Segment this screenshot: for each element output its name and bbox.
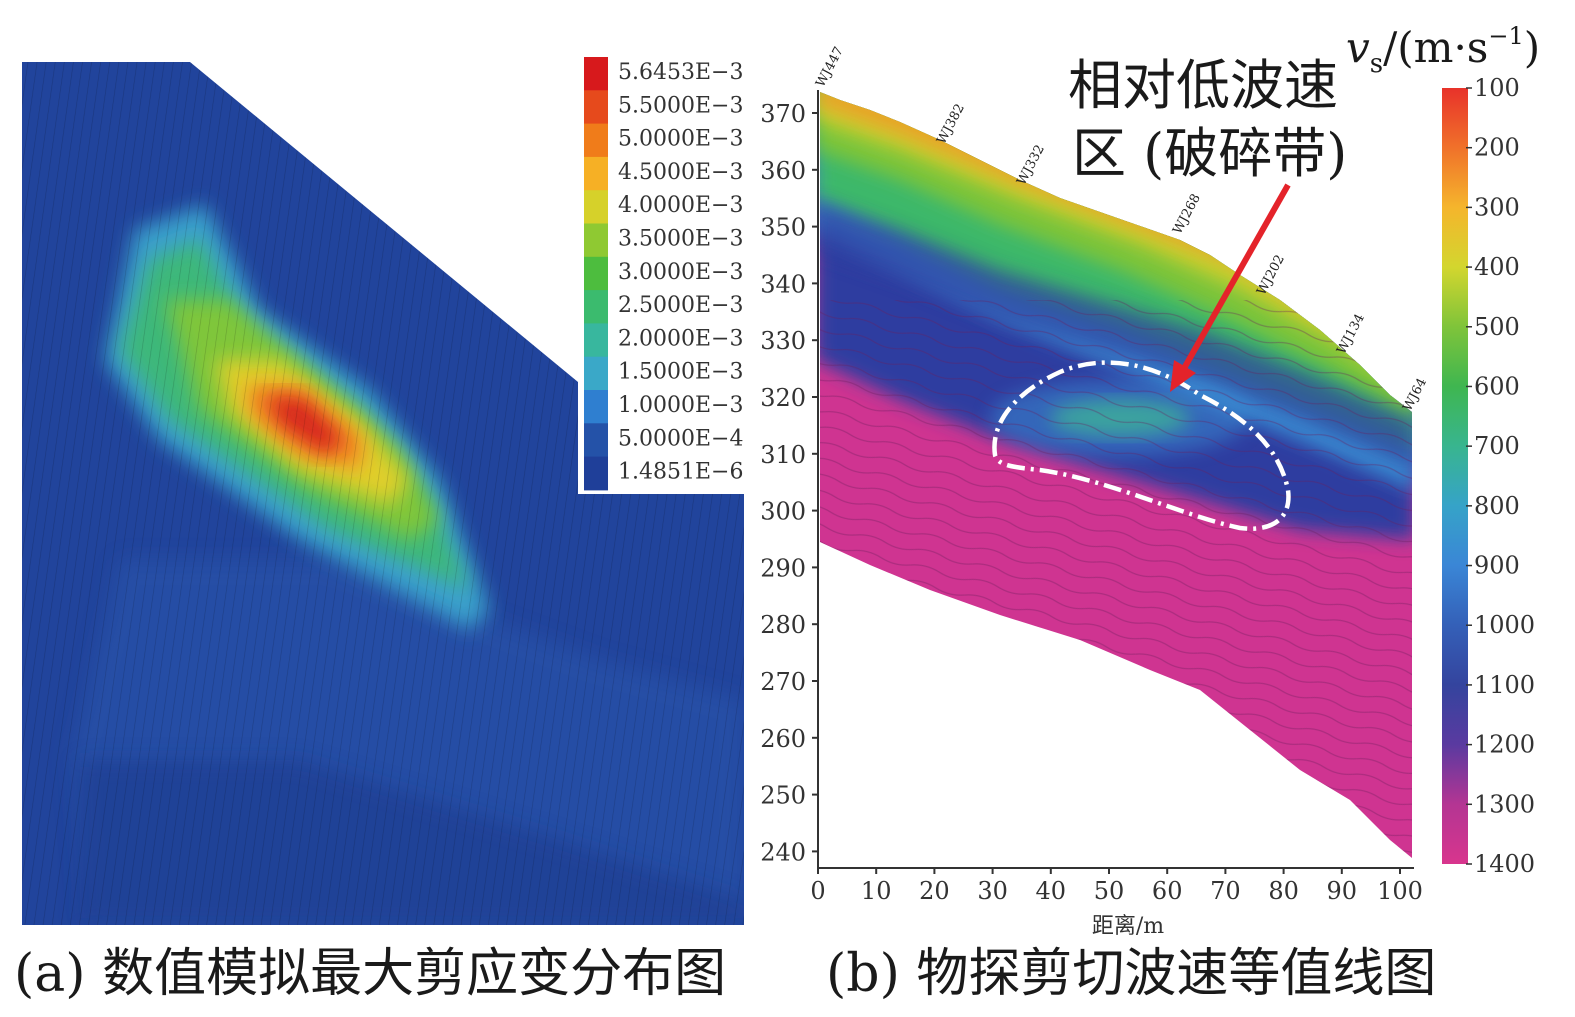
legend-swatch [584, 190, 608, 224]
legend-swatch [584, 90, 608, 125]
station-label: WJ268 [1170, 192, 1204, 237]
legend-swatch [584, 390, 608, 424]
legend-swatch [584, 256, 608, 291]
x-tick-label: 100 [1377, 877, 1423, 905]
y-tick-label: 360 [760, 157, 806, 185]
legend-swatch [584, 456, 608, 491]
y-tick-label: 250 [760, 782, 806, 810]
annotation-arrowhead [1170, 360, 1196, 392]
y-axis-ticks: 370 360 350 340 330 320 310 300 290 280 270 260 250 2… [760, 100, 818, 866]
y-tick-label: 370 [760, 100, 806, 128]
legend-label: 2.5000E−3 [618, 293, 743, 318]
colorbar-tick-label: 400 [1474, 253, 1520, 281]
legend-label: 4.5000E−3 [618, 160, 743, 185]
colorbar-tick-label: 1400 [1474, 850, 1535, 878]
legend-swatch [584, 223, 608, 258]
legend-swatch [584, 290, 608, 324]
x-tick-label: 0 [810, 877, 825, 905]
strain-legend: 5.6453E−3 5.5000E−3 5.0000E−3 4.5000E−3 4.00… [578, 44, 746, 494]
station-label: WJ382 [934, 102, 968, 147]
colorbar-tick-label: 1200 [1474, 731, 1535, 759]
y-tick-label: 270 [760, 668, 806, 696]
colorbar-tick-label: 600 [1474, 372, 1520, 400]
colorbar-tick-label: 900 [1474, 552, 1520, 580]
y-tick-label: 340 [760, 270, 806, 298]
caption-panel-b: (b) 物探剪切波速等值线图 [826, 944, 1437, 1004]
colorbar-title: vs/(m·s−1) [1346, 22, 1540, 79]
legend-label: 5.0000E−3 [618, 127, 743, 152]
x-tick-label: 80 [1268, 877, 1299, 905]
x-tick-label: 30 [977, 877, 1008, 905]
station-label: WJ447 [813, 45, 847, 90]
legend-label: 4.0000E−3 [618, 193, 743, 218]
station-label: WJ134 [1334, 312, 1368, 357]
velocity-contour-map [820, 92, 1412, 858]
annotation-line-1: 相对低波速 [1068, 54, 1338, 117]
colorbar-tick-label: 1000 [1474, 611, 1535, 639]
y-tick-label: 280 [760, 611, 806, 639]
y-tick-label: 240 [760, 838, 806, 866]
y-tick-label: 290 [760, 554, 806, 582]
y-tick-label: 330 [760, 327, 806, 355]
colorbar-tick-label: 500 [1474, 313, 1520, 341]
legend-swatch [584, 57, 608, 91]
legend-label: 1.5000E−3 [618, 360, 743, 385]
colorbar-tick-label: 700 [1474, 432, 1520, 460]
colorbar-ticks: 100 200 300 400 500 600 700 800 900 1000 1100 1200 1… [1466, 74, 1535, 878]
legend-label: 1.0000E−3 [618, 393, 743, 418]
x-tick-label: 50 [1094, 877, 1125, 905]
legend-label: 2.0000E−3 [618, 326, 743, 351]
x-tick-label: 70 [1210, 877, 1241, 905]
station-label: WJ64 [1400, 376, 1430, 414]
legend-label: 5.0000E−4 [618, 426, 743, 451]
legend-label: 5.6453E−3 [618, 60, 743, 85]
legend-swatch [584, 356, 608, 391]
x-axis-ticks: 0 10 20 30 40 50 60 70 80 90 100 [810, 868, 1423, 905]
y-tick-label: 260 [760, 725, 806, 753]
legend-label: 1.4851E−6 [618, 460, 743, 485]
x-axis-label: 距离/m [1092, 914, 1164, 939]
legend-swatch [584, 323, 608, 358]
x-tick-label: 20 [919, 877, 950, 905]
colorbar-tick-label: 200 [1474, 134, 1520, 162]
x-tick-label: 60 [1152, 877, 1183, 905]
y-tick-label: 300 [760, 498, 806, 526]
legend-label: 3.0000E−3 [618, 260, 743, 285]
legend-swatch [584, 423, 608, 458]
annotation-line-2: 区 (破碎带) [1072, 122, 1347, 185]
annotation-arrow [1179, 183, 1291, 374]
colorbar-tick-label: 800 [1474, 492, 1520, 520]
low-velocity-zone-outline [992, 360, 1291, 531]
panel-a-figure: 5.6453E−3 5.5000E−3 5.0000E−3 4.5000E−3 4.00… [22, 44, 746, 925]
velocity-colorbar [1442, 88, 1468, 864]
y-tick-label: 320 [760, 384, 806, 412]
colorbar-tick-label: 1300 [1474, 790, 1535, 818]
legend-label: 3.5000E−3 [618, 227, 743, 252]
y-tick-label: 310 [760, 441, 806, 469]
legend-swatch [584, 156, 608, 191]
colorbar-tick-label: 100 [1474, 74, 1520, 102]
x-tick-label: 40 [1036, 877, 1067, 905]
legend-label: 5.5000E−3 [618, 93, 743, 118]
station-label: WJ332 [1014, 143, 1048, 188]
station-label: WJ202 [1254, 253, 1288, 298]
station-labels: WJ447 WJ382 WJ332 WJ268 WJ202 WJ134 WJ64 [813, 45, 1430, 414]
caption-panel-a: (a) 数值模拟最大剪应变分布图 [14, 944, 727, 1004]
colorbar-tick-label: 300 [1474, 193, 1520, 221]
colorbar-tick-label: 1100 [1474, 671, 1535, 699]
x-tick-label: 10 [861, 877, 892, 905]
x-tick-label: 90 [1327, 877, 1358, 905]
legend-swatch [584, 123, 608, 158]
y-tick-label: 350 [760, 214, 806, 242]
